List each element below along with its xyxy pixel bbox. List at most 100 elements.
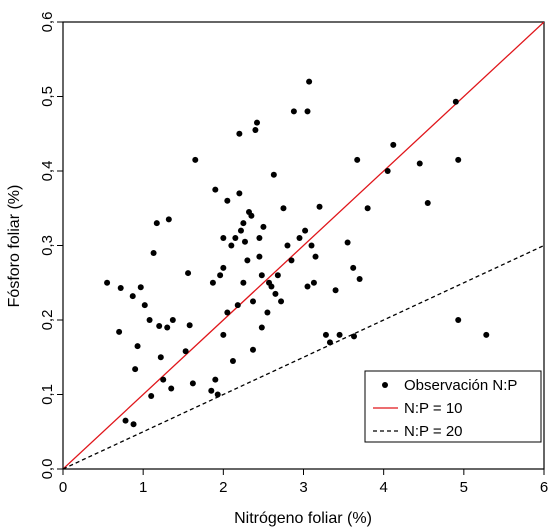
data-point — [296, 235, 303, 242]
np20-line — [63, 244, 544, 469]
data-point — [272, 290, 279, 297]
data-point — [168, 385, 175, 392]
data-point — [236, 130, 243, 137]
data-point — [146, 317, 153, 323]
data-point — [240, 279, 247, 286]
data-point — [304, 108, 311, 115]
data-point — [336, 331, 343, 338]
y-axis-title: Fósforo foliar (%) — [6, 185, 23, 308]
data-point — [217, 272, 224, 279]
data-point — [186, 322, 193, 329]
y-tick-label: 0,0 — [39, 459, 56, 480]
np10-line — [63, 22, 544, 469]
data-point — [332, 287, 339, 294]
data-point — [278, 298, 285, 305]
data-point — [258, 272, 265, 279]
reference-lines — [63, 22, 544, 469]
legend-label: Observación N:P — [404, 377, 517, 394]
legend: Observación N:P N:P = 10 N:P = 20 — [364, 370, 542, 443]
x-tick-label: 3 — [299, 479, 307, 496]
data-point — [326, 339, 333, 346]
data-point — [249, 346, 256, 353]
data-point — [234, 302, 241, 309]
data-point — [150, 249, 157, 256]
data-point — [270, 171, 277, 178]
data-point — [116, 328, 123, 335]
data-point — [129, 293, 136, 300]
data-point — [356, 276, 363, 283]
data-point — [153, 220, 160, 227]
data-point — [189, 380, 196, 387]
data-point — [256, 235, 263, 242]
data-point — [240, 220, 247, 227]
data-point — [258, 324, 265, 331]
data-point — [212, 186, 219, 193]
data-point — [212, 376, 219, 383]
data-point — [350, 264, 357, 271]
data-point — [483, 331, 490, 338]
data-point — [229, 357, 236, 364]
data-point — [244, 257, 251, 264]
legend-box — [364, 370, 542, 443]
data-point — [264, 309, 271, 316]
data-point — [322, 331, 329, 338]
data-point — [351, 333, 358, 340]
data-point — [220, 331, 227, 338]
data-point — [290, 108, 297, 115]
data-point — [280, 205, 287, 212]
data-point — [132, 366, 139, 373]
data-point — [241, 238, 248, 245]
data-point — [122, 417, 129, 424]
x-tick-label: 4 — [379, 479, 387, 496]
data-point — [182, 348, 189, 355]
y-tick-label: 0,2 — [39, 310, 56, 331]
data-point — [274, 272, 281, 279]
data-point — [312, 253, 319, 260]
y-tick-label: 0,1 — [39, 384, 56, 405]
data-point — [416, 160, 423, 167]
data-point — [254, 119, 261, 126]
data-point — [208, 387, 215, 394]
data-point — [310, 279, 317, 286]
data-point — [192, 156, 199, 163]
data-point — [288, 257, 295, 264]
data-point — [104, 279, 111, 286]
data-point — [308, 242, 315, 249]
data-point — [390, 141, 397, 148]
data-point — [252, 127, 259, 134]
data-point — [232, 235, 239, 242]
legend-swatch-point — [382, 382, 388, 388]
data-point — [284, 242, 291, 249]
x-tick-label: 5 — [460, 479, 468, 496]
x-tick-label: 2 — [219, 479, 227, 496]
data-point — [316, 203, 323, 210]
data-point — [236, 190, 243, 197]
x-tick-label: 6 — [540, 479, 548, 496]
data-point — [117, 284, 124, 291]
data-point — [248, 212, 255, 219]
x-tick-label: 0 — [59, 479, 67, 496]
data-point — [160, 376, 167, 383]
data-point — [224, 197, 231, 204]
data-point — [268, 283, 275, 290]
data-point — [165, 216, 172, 223]
y-tick-label: 0,3 — [39, 235, 56, 256]
y-axis-ticks: 0,0 0,1 0,2 0,3 0,4 0,5 0,6 — [39, 12, 63, 480]
y-tick-label: 0,6 — [39, 12, 56, 33]
data-point — [302, 227, 309, 234]
data-point — [134, 343, 141, 350]
data-point — [424, 200, 431, 207]
data-point — [220, 264, 227, 271]
data-point — [384, 168, 391, 174]
data-point — [137, 284, 144, 291]
legend-label: N:P = 20 — [404, 423, 463, 440]
data-point — [156, 322, 163, 329]
data-point — [354, 156, 361, 163]
data-point — [344, 239, 351, 246]
y-tick-label: 0,4 — [39, 161, 56, 182]
data-point — [214, 391, 221, 398]
y-tick-label: 0,5 — [39, 86, 56, 107]
legend-label: N:P = 10 — [404, 400, 463, 417]
x-axis-title: Nitrógeno foliar (%) — [234, 510, 372, 527]
